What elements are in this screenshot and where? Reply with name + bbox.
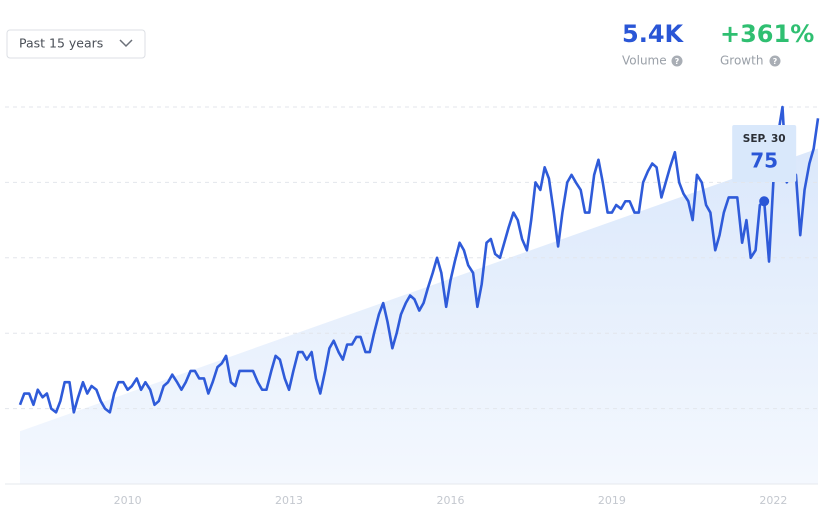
x-tick-label: 2010 [114, 494, 142, 507]
x-tick-label: 2016 [436, 494, 464, 507]
help-icon[interactable] [769, 55, 781, 67]
growth-label: Growth [720, 54, 763, 68]
help-mark: ? [773, 57, 778, 66]
volume-line [18, 105, 820, 414]
tooltip-dot [759, 196, 770, 207]
growth-value: +361% [720, 20, 814, 48]
tooltip-value: 75 [750, 149, 778, 173]
volume-label: Volume [622, 54, 667, 68]
dropdown-label[interactable]: Past 15 years [19, 36, 103, 51]
chevron[interactable] [119, 39, 133, 48]
x-tick-label: 2022 [759, 494, 787, 507]
tooltip: SEP. 30 75 [732, 125, 797, 182]
range-dropdown[interactable]: Past 15 years [6, 29, 146, 59]
trend-area [20, 148, 818, 484]
dropdown-box[interactable] [6, 29, 146, 59]
help-icon[interactable] [671, 55, 683, 67]
x-tick-label: 2013 [275, 494, 303, 507]
tooltip-box [732, 125, 797, 182]
help-mark: ? [675, 57, 680, 66]
tooltip-date: SEP. 30 [743, 133, 786, 145]
volume-value: 5.4K [622, 20, 685, 48]
x-tick-label: 2019 [598, 494, 626, 507]
